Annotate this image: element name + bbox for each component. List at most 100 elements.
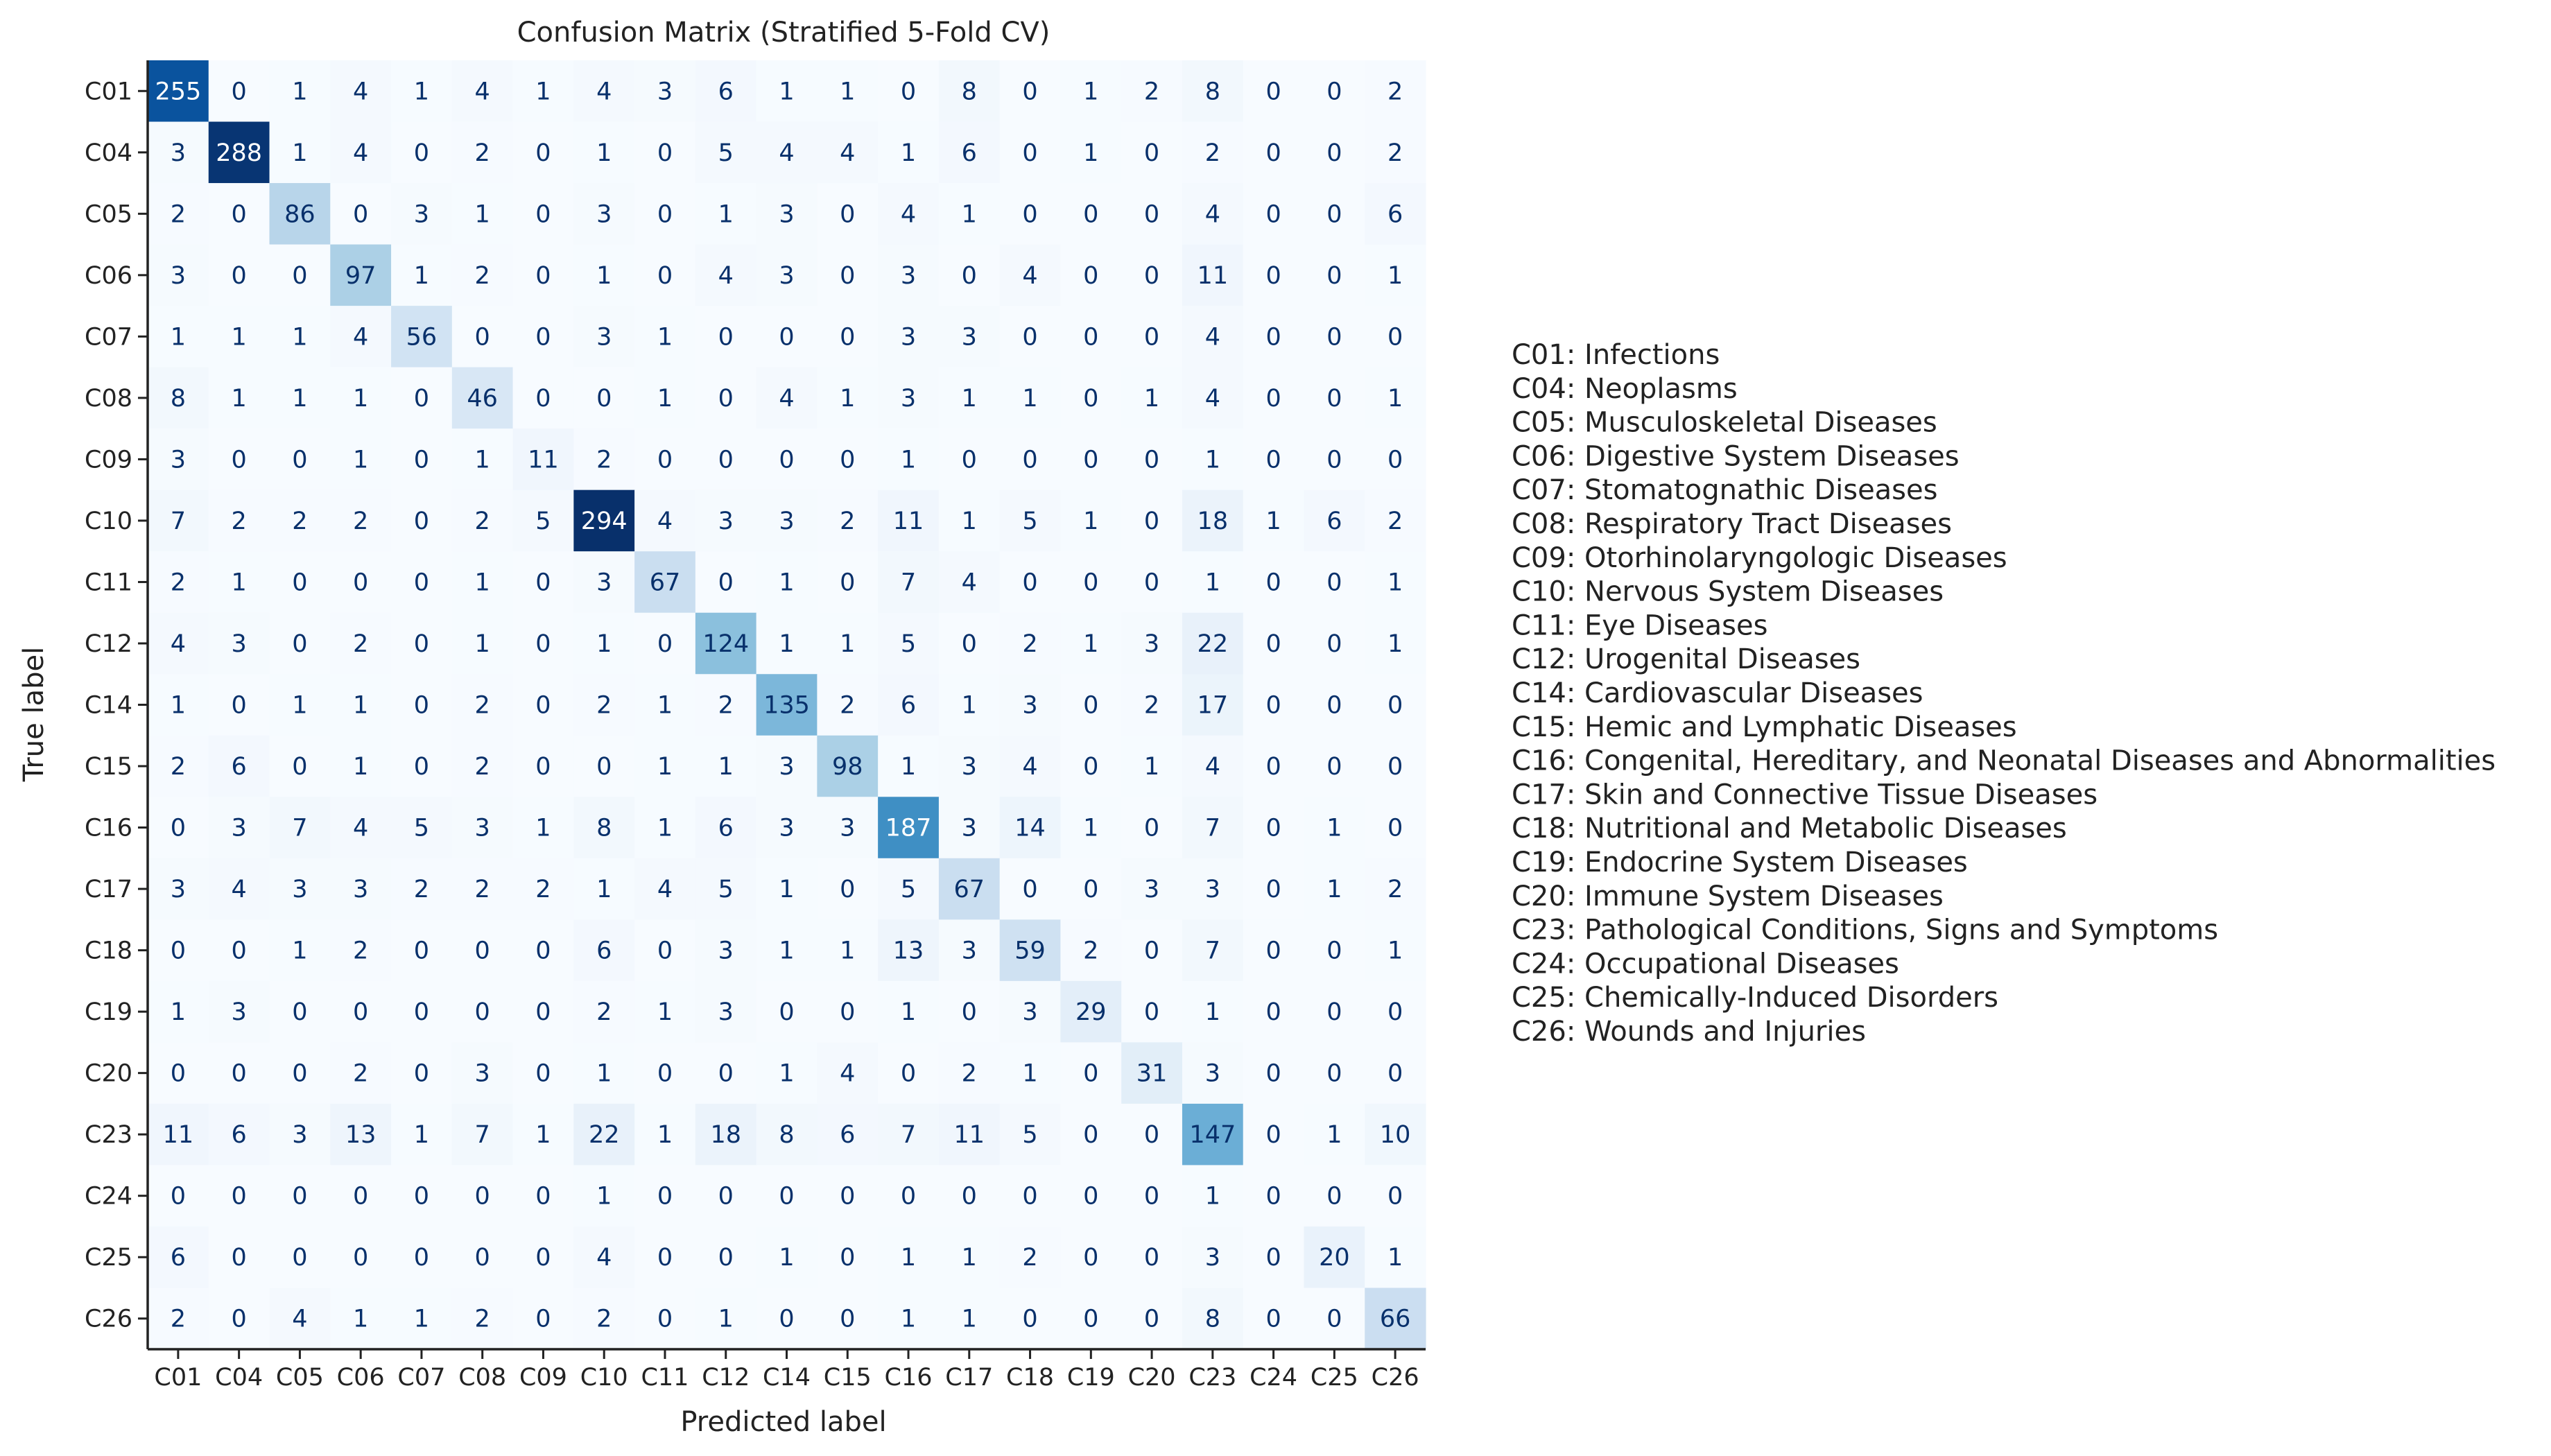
cell-value-label: 0 — [292, 262, 307, 290]
heatmap-cell — [512, 121, 574, 184]
heatmap-cells: 255 0 1 4 1 4 1 4 3 6 1 1 0 8 0 1 2 8 0 0 23 288 1 4 0 2 0 1 0 5 4 4 1 6 0… — [148, 60, 1426, 1350]
cell-value-label: 4 — [353, 815, 368, 842]
heatmap-cell — [391, 121, 453, 184]
heatmap-cell — [148, 1042, 209, 1104]
cell-value-label: 4 — [840, 139, 855, 167]
x-axis-label: Predicted label — [680, 1406, 886, 1438]
cell-value-label: 2 — [596, 692, 612, 720]
cell-value-label: 124 — [702, 630, 749, 658]
cell-value-label: 1 — [1387, 385, 1403, 413]
y-tick-label: C07 — [85, 323, 132, 351]
heatmap-cell — [451, 858, 514, 920]
heatmap-cell — [756, 858, 818, 920]
heatmap-cell — [634, 428, 696, 491]
heatmap-cell — [330, 858, 392, 920]
cell-value-label: 5 — [718, 876, 734, 903]
heatmap-cell — [1243, 674, 1305, 736]
heatmap-cell — [756, 367, 818, 429]
cell-value-label: 1 — [292, 937, 307, 965]
cell-value-label: 67 — [954, 876, 985, 903]
x-tick-label: C14 — [763, 1364, 811, 1392]
heatmap-cell — [1121, 551, 1183, 614]
heatmap-cell — [1121, 306, 1183, 368]
heatmap-cell — [391, 367, 453, 429]
heatmap-cell — [208, 858, 270, 920]
cell-value-label: 3 — [1205, 1244, 1220, 1272]
heatmap-cell — [330, 797, 392, 859]
cell-value-label: 0 — [535, 569, 551, 596]
cell-value-label: 0 — [840, 569, 855, 596]
cell-value-label: 1 — [657, 385, 673, 413]
heatmap-cell — [999, 306, 1062, 368]
heatmap-cell — [148, 489, 209, 552]
heatmap-cell — [1121, 980, 1183, 1043]
cell-value-label: 1 — [171, 998, 186, 1026]
cell-value-label: 1 — [962, 385, 977, 413]
cell-value-label: 0 — [292, 753, 307, 781]
heatmap-cell — [208, 60, 270, 123]
cell-value-label: 4 — [475, 78, 490, 105]
cell-value-label: 1 — [840, 937, 855, 965]
heatmap-cell — [1060, 797, 1122, 859]
cell-value-label: 0 — [962, 998, 977, 1026]
heatmap-cell — [634, 121, 696, 184]
cell-value-label: 1 — [475, 200, 490, 228]
heatmap-cell — [330, 183, 392, 245]
heatmap-cell — [634, 60, 696, 123]
cell-value-label: 0 — [353, 200, 368, 228]
cell-value-label: 0 — [353, 569, 368, 596]
cell-value-label: 1 — [292, 139, 307, 167]
cell-value-label: 0 — [535, 139, 551, 167]
cell-value-label: 1 — [232, 385, 247, 413]
heatmap-cell — [512, 612, 574, 675]
heatmap-cell — [695, 1165, 757, 1227]
cell-value-label: 4 — [840, 1060, 855, 1088]
heatmap-cell — [756, 551, 818, 614]
cell-value-label: 1 — [657, 998, 673, 1026]
heatmap-cell — [1365, 60, 1426, 123]
heatmap-cell — [512, 1165, 574, 1227]
heatmap-cell — [1060, 183, 1122, 245]
legend-entry: C25: Chemically-Induced Disorders — [1512, 982, 1998, 1014]
cell-value-label: 4 — [353, 139, 368, 167]
heatmap-cell — [208, 919, 270, 982]
cell-value-label: 5 — [901, 876, 916, 903]
heatmap-cell — [878, 1103, 940, 1166]
cell-value-label: 0 — [1387, 1183, 1403, 1211]
heatmap-cell — [999, 980, 1062, 1043]
cell-value-label: 0 — [1144, 998, 1159, 1026]
cell-value-label: 0 — [232, 1060, 247, 1088]
heatmap-cell — [756, 1288, 818, 1350]
y-tick-label: C25 — [85, 1244, 132, 1272]
heatmap-cell — [148, 1288, 209, 1350]
heatmap-cell — [1060, 858, 1122, 920]
heatmap-cell — [148, 1103, 209, 1166]
cell-value-label: 1 — [535, 78, 551, 105]
cell-value-label: 0 — [1022, 200, 1037, 228]
heatmap-cell — [391, 674, 453, 736]
heatmap-cell — [391, 1226, 453, 1289]
cell-value-label: 97 — [345, 262, 377, 290]
cell-value-label: 0 — [1265, 1244, 1281, 1272]
cell-value-label: 0 — [414, 630, 429, 658]
cell-value-label: 0 — [232, 937, 247, 965]
cell-value-label: 11 — [1197, 262, 1229, 290]
cell-value-label: 0 — [1083, 1121, 1098, 1149]
cell-value-label: 0 — [1083, 692, 1098, 720]
y-tick-label: C11 — [85, 569, 132, 596]
legend-entry: C08: Respiratory Tract Diseases — [1512, 508, 1952, 540]
cell-value-label: 1 — [840, 630, 855, 658]
cell-value-label: 4 — [171, 630, 186, 658]
heatmap-cell — [695, 1288, 757, 1350]
cell-value-label: 0 — [535, 630, 551, 658]
heatmap-cell — [695, 428, 757, 491]
cell-value-label: 0 — [779, 1183, 794, 1211]
y-tick-label: C01 — [85, 78, 132, 105]
cell-value-label: 0 — [535, 937, 551, 965]
heatmap-cell — [208, 612, 270, 675]
heatmap-cell — [1243, 1288, 1305, 1350]
heatmap-cell — [878, 612, 940, 675]
cell-value-label: 1 — [1387, 569, 1403, 596]
x-tick-label: C11 — [641, 1364, 689, 1392]
